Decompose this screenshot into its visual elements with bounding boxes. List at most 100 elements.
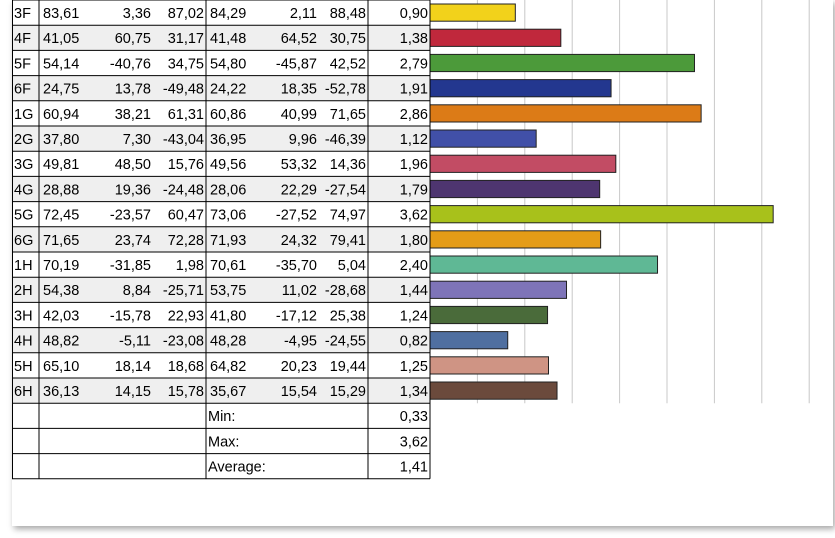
delta-e-2H: 1,44 <box>400 283 428 299</box>
measured-l-4G: 28,88 <box>43 182 79 198</box>
measured-b-4F: 31,17 <box>168 31 204 47</box>
measured-b-2G: -43,04 <box>163 132 204 148</box>
reference-a-4F: 64,52 <box>281 31 317 47</box>
reference-b-2G: -46,39 <box>325 132 366 148</box>
row-shade <box>12 378 430 404</box>
patch-id-4F: 4F <box>14 31 31 47</box>
reference-l-2G: 36,95 <box>210 132 246 148</box>
bar-5F <box>429 53 695 73</box>
delta-e-3G: 1,96 <box>400 157 428 173</box>
measured-a-5G: -23,57 <box>110 208 151 224</box>
measured-a-5H: 18,14 <box>115 359 151 375</box>
reference-a-6H: 15,54 <box>281 384 317 400</box>
delta-e-6H: 1,34 <box>400 384 428 400</box>
reference-b-6F: -52,78 <box>325 82 366 98</box>
reference-b-3G: 14,36 <box>330 157 366 173</box>
measured-b-2H: -25,71 <box>163 283 204 299</box>
row-shade <box>12 226 430 252</box>
reference-a-3F: 2,11 <box>290 6 317 22</box>
patch-id-2H: 2H <box>14 283 33 299</box>
reference-a-4H: -4,95 <box>284 334 317 350</box>
measured-a-2G: 7,30 <box>123 132 151 148</box>
bar-6H <box>429 381 558 400</box>
reference-l-3G: 49,56 <box>210 157 246 173</box>
measured-b-4G: -24,48 <box>163 182 204 198</box>
reference-b-4H: -24,55 <box>325 334 366 350</box>
measured-l-1H: 70,19 <box>43 258 79 274</box>
bar-3G <box>429 154 617 173</box>
reference-a-4G: 22,29 <box>281 182 317 198</box>
reference-l-5F: 54,80 <box>210 56 246 72</box>
reference-b-5H: 19,44 <box>330 359 366 375</box>
patch-id-5F: 5F <box>14 56 31 72</box>
row-shade <box>12 176 430 202</box>
reference-l-5G: 73,06 <box>210 208 246 224</box>
bar-2H <box>429 280 568 299</box>
patch-id-3F: 3F <box>14 6 31 22</box>
measured-b-6F: -49,48 <box>163 82 204 98</box>
row-shade <box>12 327 430 353</box>
bar-5H <box>429 356 549 375</box>
measured-b-1H: 1,98 <box>176 258 204 274</box>
reference-l-4H: 48,28 <box>210 334 246 350</box>
patch-id-4G: 4G <box>14 182 33 198</box>
summary-value-0: 0,33 <box>400 409 428 425</box>
measured-a-6F: 13,78 <box>115 82 151 98</box>
patch-id-1G: 1G <box>14 107 33 123</box>
bar-4H <box>429 331 509 350</box>
reference-a-6F: 18,35 <box>281 82 317 98</box>
reference-l-3F: 84,29 <box>210 6 246 22</box>
measured-l-6F: 24,75 <box>43 82 79 98</box>
reference-l-2H: 53,75 <box>210 283 246 299</box>
summary-label-1: Max: <box>208 434 239 450</box>
delta-e-5G: 3,62 <box>400 208 428 224</box>
measured-l-3G: 49,81 <box>43 157 79 173</box>
patch-id-2G: 2G <box>14 132 33 148</box>
reference-l-1H: 70,61 <box>210 258 246 274</box>
measured-a-1H: -31,85 <box>110 258 151 274</box>
measured-l-3H: 42,03 <box>43 308 79 324</box>
bar-3H <box>429 305 549 325</box>
summary-label-2: Average: <box>208 460 266 476</box>
measured-a-4F: 60,75 <box>115 31 151 47</box>
measured-a-4H: -5,11 <box>119 334 151 350</box>
measured-l-4F: 41,05 <box>43 31 79 47</box>
bar-2G <box>429 129 537 148</box>
patch-id-6G: 6G <box>14 233 33 249</box>
reference-a-3G: 53,32 <box>281 157 317 173</box>
reference-a-2G: 9,96 <box>289 132 317 148</box>
delta-e-6F: 1,91 <box>400 82 428 98</box>
delta-e-3H: 1,24 <box>400 308 428 324</box>
delta-e-table-chart: 3F 83,61 3,36 87,02 84,29 2,11 88,48 0,90 4F 41,0… <box>12 0 810 480</box>
measured-b-5H: 18,68 <box>168 359 204 375</box>
reference-a-1H: -35,70 <box>276 258 317 274</box>
reference-l-4F: 41,48 <box>210 31 246 47</box>
summary-value-2: 1,41 <box>400 460 428 476</box>
measured-l-3F: 83,61 <box>43 6 79 22</box>
measured-b-5G: 60,47 <box>168 208 204 224</box>
reference-a-5F: -45,87 <box>276 56 317 72</box>
reference-b-3F: 88,48 <box>330 6 366 22</box>
bar-4F <box>429 28 562 47</box>
measured-b-3F: 87,02 <box>168 6 204 22</box>
reference-b-2H: -28,68 <box>325 283 366 299</box>
delta-e-report-sheet: 3F 83,61 3,36 87,02 84,29 2,11 88,48 0,90 4F 41,0… <box>12 0 833 526</box>
reference-a-6G: 24,32 <box>281 233 317 249</box>
delta-e-2G: 1,12 <box>400 132 428 148</box>
delta-e-4G: 1,79 <box>400 182 428 198</box>
measured-a-3H: -15,78 <box>110 308 151 324</box>
row-shade <box>12 75 430 101</box>
delta-e-5F: 2,79 <box>400 56 428 72</box>
bar-5G <box>429 205 774 224</box>
patch-id-3H: 3H <box>14 308 33 324</box>
bar-6G <box>429 230 602 249</box>
reference-l-5H: 64,82 <box>210 359 246 375</box>
measured-l-5G: 72,45 <box>43 208 79 224</box>
patch-id-6H: 6H <box>14 384 33 400</box>
reference-a-2H: 11,02 <box>282 283 317 299</box>
bar-1H <box>429 255 659 274</box>
row-shade <box>12 126 430 152</box>
measured-a-1G: 38,21 <box>115 107 151 123</box>
measured-b-6H: 15,78 <box>168 384 204 400</box>
reference-a-3H: -17,12 <box>276 308 317 324</box>
